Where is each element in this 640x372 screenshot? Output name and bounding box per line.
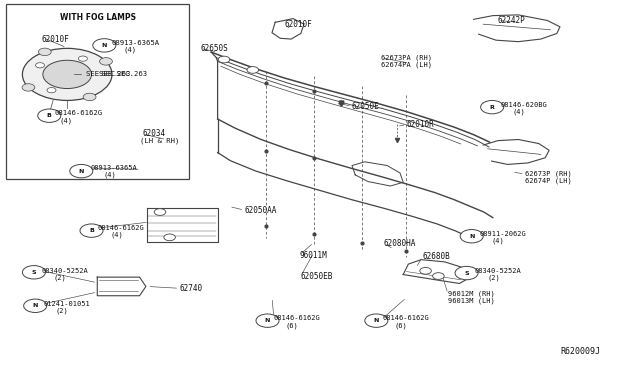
Text: SEE SEC.263: SEE SEC.263	[86, 71, 131, 77]
Circle shape	[22, 48, 112, 100]
Text: 62673P (RH): 62673P (RH)	[525, 171, 572, 177]
Text: 62740: 62740	[179, 284, 202, 293]
Text: 62010F: 62010F	[285, 20, 312, 29]
Circle shape	[78, 56, 88, 61]
Circle shape	[83, 93, 96, 101]
Text: 62010R: 62010R	[406, 120, 434, 129]
Text: 08146-6162G: 08146-6162G	[274, 315, 321, 321]
Text: 08146-6162G: 08146-6162G	[54, 110, 102, 116]
Circle shape	[154, 209, 166, 215]
Text: SEE SEC.263: SEE SEC.263	[99, 71, 147, 77]
Text: 96012M (RH): 96012M (RH)	[448, 291, 495, 297]
Text: N: N	[469, 234, 474, 239]
Text: S: S	[464, 270, 469, 276]
Text: 62010F: 62010F	[42, 35, 69, 44]
Text: 08913-6365A: 08913-6365A	[91, 165, 138, 171]
Text: 62673PA (RH): 62673PA (RH)	[381, 54, 432, 61]
Circle shape	[247, 67, 259, 73]
Text: (4): (4)	[124, 46, 137, 53]
Circle shape	[256, 314, 279, 327]
Text: (4): (4)	[104, 172, 116, 179]
Circle shape	[47, 87, 56, 93]
Text: 62680B: 62680B	[422, 252, 450, 261]
Text: 08146-6162G: 08146-6162G	[98, 225, 145, 231]
Text: 62674PA (LH): 62674PA (LH)	[381, 61, 432, 68]
Text: 08340-5252A: 08340-5252A	[42, 268, 88, 274]
Text: N: N	[374, 318, 379, 323]
Text: 62050EB: 62050EB	[301, 272, 333, 280]
Text: 96013M (LH): 96013M (LH)	[448, 298, 495, 304]
Text: N: N	[79, 169, 84, 174]
Text: 62242P: 62242P	[498, 16, 525, 25]
Text: 62650S: 62650S	[200, 44, 228, 53]
Circle shape	[164, 234, 175, 241]
Text: (4): (4)	[512, 109, 525, 115]
Text: (6): (6)	[394, 322, 407, 329]
Bar	[6, 4, 189, 179]
Circle shape	[38, 109, 61, 122]
Text: 08146-6162G: 08146-6162G	[383, 315, 429, 321]
Text: (4): (4)	[492, 237, 504, 244]
Text: R620009J: R620009J	[560, 347, 600, 356]
Circle shape	[365, 314, 388, 327]
Text: (4): (4)	[110, 232, 123, 238]
Text: (2): (2)	[55, 308, 68, 314]
Circle shape	[218, 56, 230, 63]
Text: (2): (2)	[53, 275, 66, 281]
Circle shape	[93, 39, 116, 52]
Circle shape	[433, 273, 444, 279]
Text: 62050AA: 62050AA	[244, 206, 277, 215]
Text: S: S	[31, 270, 36, 275]
Text: 08911-2062G: 08911-2062G	[480, 231, 527, 237]
Text: 62050E: 62050E	[352, 102, 380, 110]
Text: 62080HA: 62080HA	[384, 239, 417, 248]
Circle shape	[38, 48, 51, 55]
Circle shape	[455, 266, 478, 280]
Text: B: B	[89, 228, 94, 233]
Text: 08913-6365A: 08913-6365A	[112, 40, 160, 46]
Text: (6): (6)	[285, 322, 298, 329]
Circle shape	[22, 84, 35, 91]
Circle shape	[420, 267, 431, 274]
Text: B: B	[47, 113, 52, 118]
Text: 62034: 62034	[142, 129, 165, 138]
Text: N: N	[33, 303, 38, 308]
Text: 08146-620BG: 08146-620BG	[500, 102, 547, 108]
Text: WITH FOG LAMPS: WITH FOG LAMPS	[60, 13, 136, 22]
Circle shape	[43, 60, 92, 89]
Circle shape	[481, 100, 504, 114]
Circle shape	[80, 224, 103, 237]
Circle shape	[22, 266, 45, 279]
Circle shape	[70, 164, 93, 178]
Text: (4): (4)	[60, 117, 73, 124]
Text: 08340-5252A: 08340-5252A	[475, 268, 522, 274]
Text: (LH & RH): (LH & RH)	[140, 138, 179, 144]
Circle shape	[24, 299, 47, 312]
Text: N: N	[102, 43, 107, 48]
Text: N: N	[265, 318, 270, 323]
Circle shape	[100, 58, 113, 65]
Circle shape	[36, 62, 45, 68]
Text: 96011M: 96011M	[300, 251, 327, 260]
Circle shape	[460, 230, 483, 243]
Text: 01241-01051: 01241-01051	[44, 301, 90, 307]
Text: 62674P (LH): 62674P (LH)	[525, 178, 572, 185]
Text: R: R	[490, 105, 495, 110]
Text: (2): (2)	[488, 275, 500, 281]
